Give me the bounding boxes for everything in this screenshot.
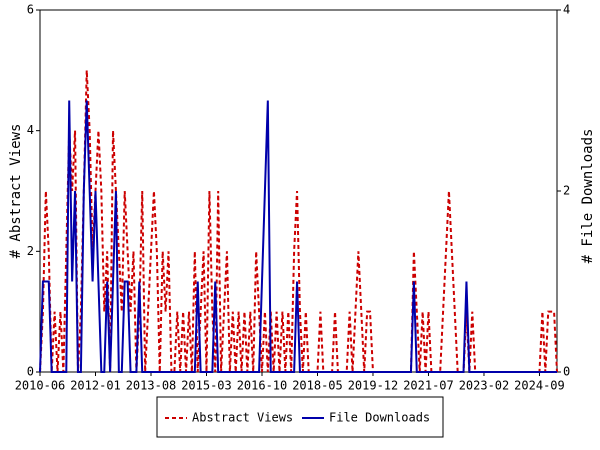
x-tick-label: 2016-10 xyxy=(237,379,288,393)
y2-tick-label: 2 xyxy=(563,184,570,198)
x-tick-label: 2012-01 xyxy=(70,379,121,393)
y2-tick-label: 0 xyxy=(563,365,570,379)
x-tick-label: 2024-09 xyxy=(514,379,565,393)
y-axis-title: # Abstract Views xyxy=(8,124,24,259)
y-tick-label: 2 xyxy=(27,244,34,258)
legend-box xyxy=(156,396,444,438)
y2-tick-label: 4 xyxy=(563,3,570,17)
y-tick-label: 0 xyxy=(27,365,34,379)
series-line xyxy=(39,100,557,373)
y2-axis-title: # File Downloads xyxy=(580,129,596,264)
x-tick-label: 2010-06 xyxy=(15,379,66,393)
x-tick-label: 2021-07 xyxy=(403,379,454,393)
x-tick-label: 2013-08 xyxy=(126,379,177,393)
series-line xyxy=(39,70,558,373)
y-tick-label: 4 xyxy=(27,123,34,137)
x-tick-label: 2023-02 xyxy=(459,379,510,393)
legend-label: Abstract Views xyxy=(192,411,293,425)
x-tick-label: 2019-12 xyxy=(348,379,399,393)
x-tick-label: 2018-05 xyxy=(292,379,343,393)
y-tick-label: 6 xyxy=(27,3,34,17)
legend-label: File Downloads xyxy=(329,411,430,425)
x-tick-label: 2015-03 xyxy=(181,379,232,393)
